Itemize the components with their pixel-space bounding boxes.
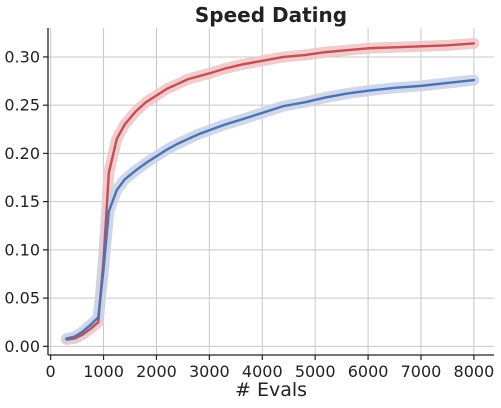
x-tick-label: 8000 (454, 362, 495, 381)
x-tick-label: 6000 (348, 362, 389, 381)
series-2-line (65, 78, 476, 340)
y-tick-label: 0.30 (4, 47, 40, 66)
y-tick-label: 0.15 (4, 192, 40, 211)
x-tick-label: 5000 (295, 362, 336, 381)
y-tick-label: 0.10 (4, 240, 40, 259)
y-tick-label: 0.05 (4, 289, 40, 308)
x-tick-label: 2000 (136, 362, 177, 381)
y-tick-label: 0.20 (4, 144, 40, 163)
y-tick-label: 0.00 (4, 337, 40, 356)
axes (47, 28, 494, 356)
chart-title: Speed Dating (195, 3, 347, 27)
x-tick-label: 7000 (401, 362, 442, 381)
y-ticks: 0.00 0.05 0.10 0.15 0.20 0.25 0.30 (4, 47, 48, 356)
x-tick-label: 3000 (189, 362, 230, 381)
x-tick-label: 0 (46, 362, 56, 381)
series-layer (61, 37, 480, 346)
y-tick-label: 0.25 (4, 96, 40, 115)
x-axis-label: # Evals (235, 379, 307, 401)
x-tick-label: 4000 (242, 362, 283, 381)
x-tick-label: 1000 (83, 362, 124, 381)
x-ticks: 0 1000 2000 3000 4000 5000 6000 7000 8000 (46, 355, 495, 381)
grid (48, 28, 494, 355)
